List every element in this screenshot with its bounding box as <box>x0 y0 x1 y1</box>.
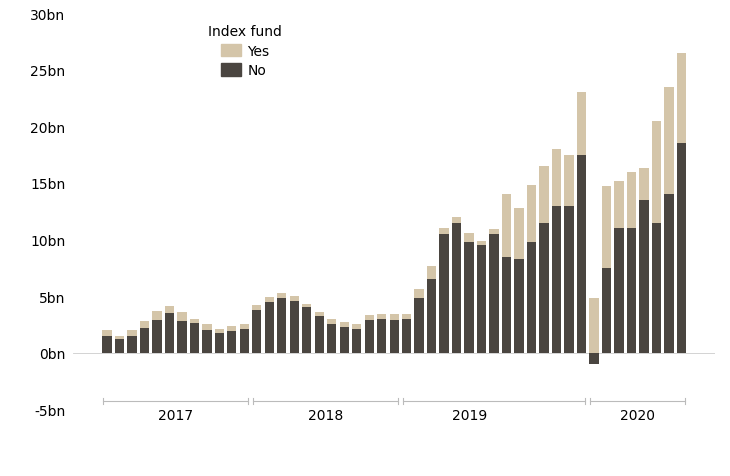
Bar <box>290 301 299 353</box>
Text: 2018: 2018 <box>308 408 343 422</box>
Bar <box>252 306 261 310</box>
Bar <box>439 234 449 353</box>
Bar <box>115 336 124 339</box>
Bar <box>264 298 274 302</box>
Bar <box>390 315 399 320</box>
Bar <box>239 329 249 353</box>
Bar <box>177 321 187 353</box>
Bar <box>127 330 137 336</box>
Bar <box>339 327 349 353</box>
Bar <box>577 93 586 155</box>
Bar <box>402 315 412 319</box>
Bar <box>390 320 399 353</box>
Bar <box>290 297 299 301</box>
Bar <box>502 195 511 257</box>
Bar <box>615 181 623 229</box>
Bar <box>415 299 424 353</box>
Bar <box>564 206 574 353</box>
Bar <box>527 242 537 353</box>
Bar <box>652 121 661 223</box>
Bar <box>302 308 312 353</box>
Bar <box>439 229 449 234</box>
Bar <box>415 290 424 299</box>
Bar <box>302 304 312 308</box>
Bar <box>464 242 474 353</box>
Bar <box>477 246 486 353</box>
Bar <box>239 325 249 329</box>
Bar <box>215 334 224 353</box>
Text: 2017: 2017 <box>158 408 193 422</box>
Bar <box>652 223 661 353</box>
Bar <box>352 325 361 329</box>
Bar <box>515 259 524 353</box>
Bar <box>615 229 623 353</box>
Bar <box>627 172 637 229</box>
Legend: Yes, No: Yes, No <box>209 25 283 78</box>
Bar <box>602 187 611 268</box>
Bar <box>190 324 199 353</box>
Bar <box>364 316 374 320</box>
Bar <box>152 311 161 320</box>
Bar <box>552 150 561 206</box>
Bar <box>339 322 349 327</box>
Bar <box>264 302 274 353</box>
Bar <box>139 328 149 353</box>
Bar <box>315 312 324 317</box>
Bar <box>277 293 286 299</box>
Bar <box>402 319 412 353</box>
Bar <box>589 353 599 364</box>
Bar <box>502 257 511 353</box>
Bar <box>127 336 137 353</box>
Bar <box>227 326 237 331</box>
Bar <box>102 330 112 336</box>
Bar <box>489 230 499 234</box>
Bar <box>364 320 374 353</box>
Bar <box>377 319 386 353</box>
Bar <box>527 186 537 242</box>
Bar <box>215 329 224 334</box>
Bar <box>627 229 637 353</box>
Bar <box>552 206 561 353</box>
Bar <box>577 155 586 353</box>
Bar <box>564 155 574 206</box>
Bar <box>327 325 337 353</box>
Bar <box>377 315 386 319</box>
Text: 2020: 2020 <box>620 408 656 422</box>
Bar <box>315 317 324 353</box>
Bar <box>677 54 686 144</box>
Bar <box>202 325 212 330</box>
Bar <box>664 195 674 353</box>
Bar <box>452 218 461 223</box>
Bar <box>165 313 174 353</box>
Bar <box>639 200 649 353</box>
Bar <box>602 268 611 353</box>
Bar <box>165 307 174 313</box>
Text: 2019: 2019 <box>452 408 487 422</box>
Bar <box>190 319 199 324</box>
Bar <box>227 331 237 353</box>
Bar <box>139 321 149 328</box>
Bar <box>252 310 261 353</box>
Bar <box>427 266 437 279</box>
Bar <box>277 299 286 353</box>
Bar <box>664 88 674 195</box>
Bar <box>177 312 187 321</box>
Bar <box>427 279 437 353</box>
Bar <box>115 339 124 353</box>
Bar <box>515 208 524 259</box>
Bar <box>352 329 361 353</box>
Bar <box>477 241 486 246</box>
Bar <box>589 299 599 353</box>
Bar <box>489 234 499 353</box>
Bar <box>452 223 461 353</box>
Bar <box>464 233 474 242</box>
Bar <box>677 144 686 353</box>
Bar <box>327 319 337 325</box>
Bar <box>539 167 549 223</box>
Bar <box>152 320 161 353</box>
Bar <box>639 169 649 200</box>
Bar <box>102 336 112 353</box>
Bar <box>202 330 212 353</box>
Bar <box>539 223 549 353</box>
